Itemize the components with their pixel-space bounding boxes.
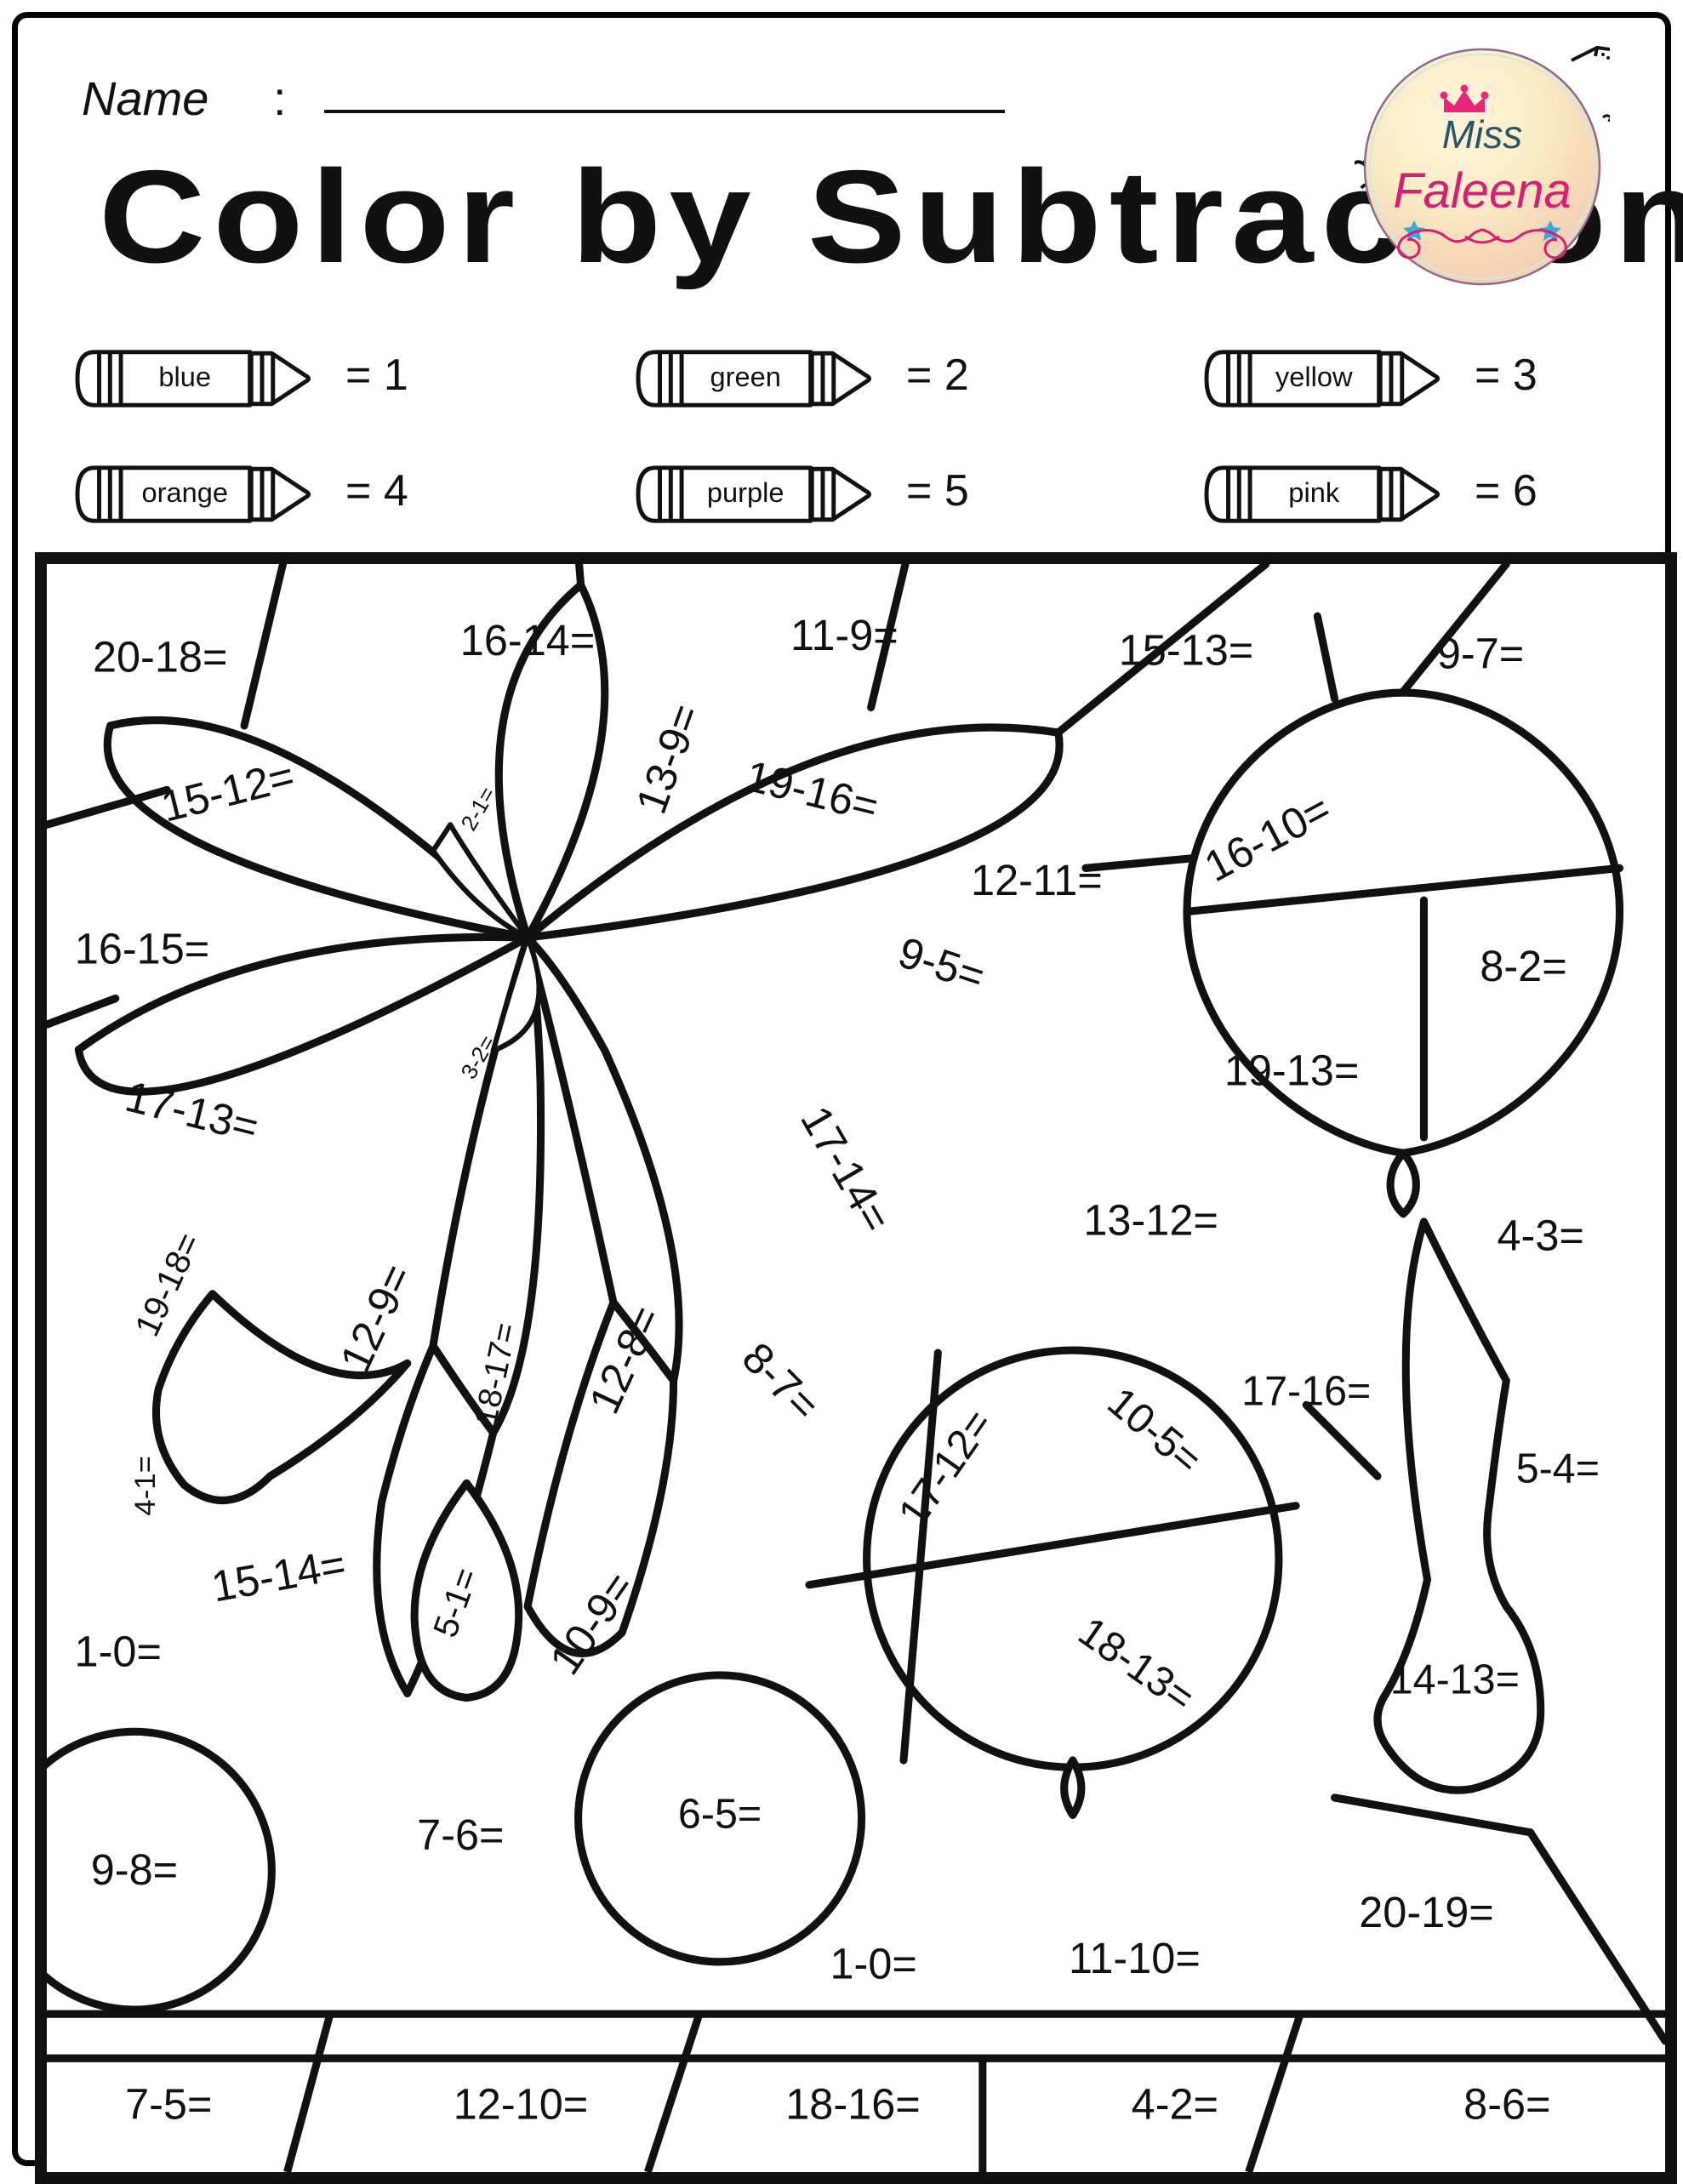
svg-text:11-10=: 11-10=: [1069, 1934, 1201, 1982]
svg-text:4-1=: 4-1=: [129, 1456, 162, 1515]
svg-text:16-14=: 16-14=: [460, 616, 595, 664]
svg-text:7-5=: 7-5=: [125, 2079, 212, 2128]
svg-text:green: green: [710, 361, 781, 392]
svg-text:13-12=: 13-12=: [1083, 1195, 1218, 1244]
svg-text:pink: pink: [1288, 476, 1340, 508]
svg-text:18-16=: 18-16=: [785, 2079, 920, 2128]
svg-text:purple: purple: [707, 476, 784, 508]
svg-text:17-14=: 17-14=: [791, 1098, 900, 1240]
svg-text:4-2=: 4-2=: [1132, 2079, 1218, 2128]
svg-text:13-9=: 13-9=: [626, 698, 710, 820]
svg-text:16-15=: 16-15=: [75, 924, 209, 972]
svg-text:8-2=: 8-2=: [1480, 942, 1566, 990]
svg-text:orange: orange: [141, 476, 228, 508]
svg-text:5-4=: 5-4=: [1516, 1446, 1600, 1491]
svg-text:9-5=: 9-5=: [893, 927, 990, 1001]
svg-text:17-16=: 17-16=: [1241, 1368, 1371, 1414]
svg-text:9-8=: 9-8=: [91, 1845, 178, 1894]
svg-text:19-13=: 19-13=: [1224, 1046, 1359, 1094]
svg-text:15-14=: 15-14=: [208, 1539, 349, 1611]
svg-text:12-10=: 12-10=: [454, 2079, 588, 2128]
svg-text:blue: blue: [158, 361, 211, 392]
svg-text:2-1=: 2-1=: [456, 783, 500, 835]
svg-text:8-6=: 8-6=: [1463, 2079, 1550, 2128]
svg-text:14-13=: 14-13=: [1390, 1657, 1520, 1702]
svg-text:yellow: yellow: [1275, 361, 1353, 392]
svg-text:20-19=: 20-19=: [1359, 1888, 1493, 1936]
svg-text:7-6=: 7-6=: [417, 1810, 504, 1859]
svg-text:12-11=: 12-11=: [971, 856, 1103, 904]
svg-text:11-9=: 11-9=: [790, 611, 899, 659]
svg-text:1-0=: 1-0=: [830, 1939, 916, 1987]
svg-text:1-0=: 1-0=: [75, 1627, 162, 1675]
svg-text:15-13=: 15-13=: [1119, 625, 1253, 674]
svg-text:20-18=: 20-18=: [93, 632, 227, 681]
svg-text:8-7=: 8-7=: [733, 1333, 829, 1430]
svg-text:9-7=: 9-7=: [1437, 629, 1524, 677]
svg-text:6-5=: 6-5=: [678, 1791, 762, 1837]
svg-text:4-3=: 4-3=: [1497, 1211, 1583, 1259]
